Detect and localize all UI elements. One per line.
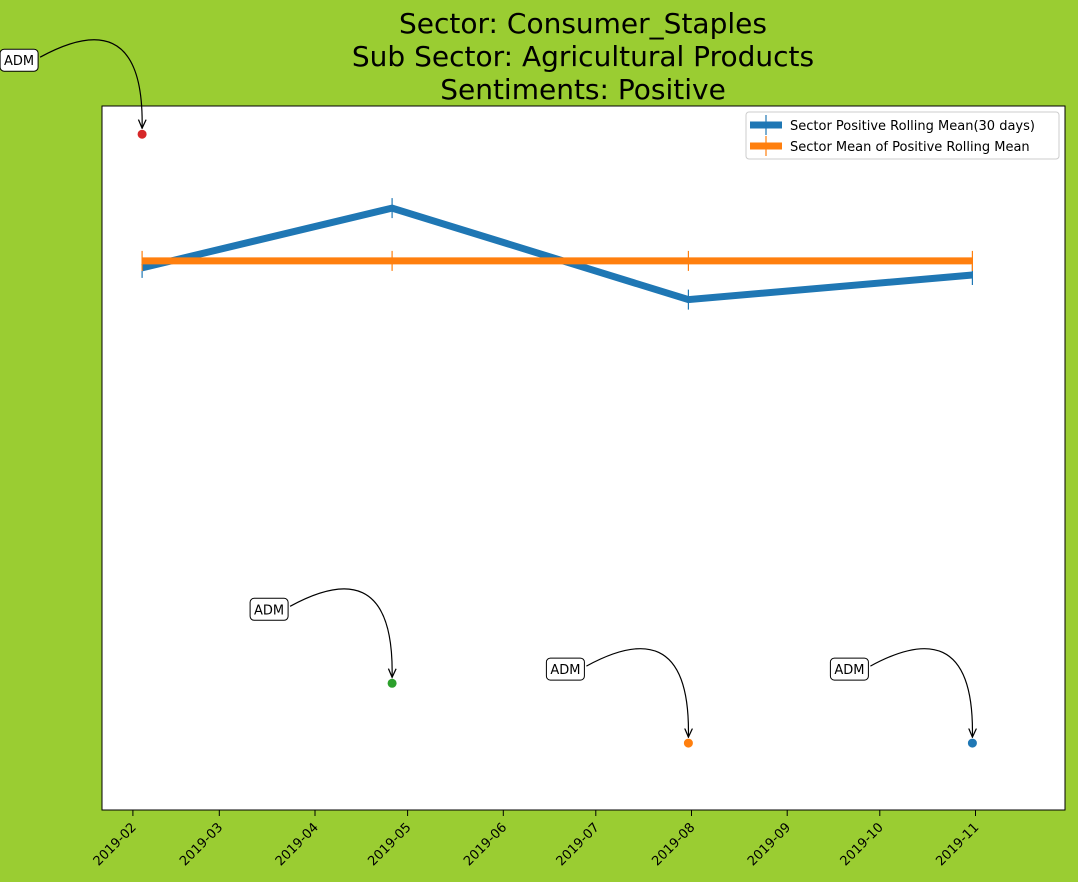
x-axis: 2019-02 2019-03 2019-04 2019-05 2019-06 2019-… bbox=[91, 810, 982, 869]
x-tick-label: 2019-08 bbox=[649, 820, 698, 869]
annotations-group: ADM ADM ADM ADM bbox=[0, 39, 972, 737]
title-line-1: Sector: Consumer_Staples bbox=[399, 7, 767, 40]
annotation-arrow bbox=[870, 648, 972, 737]
series-line-1 bbox=[141, 204, 973, 304]
annotation: ADM bbox=[545, 648, 688, 737]
annotation-box bbox=[0, 48, 39, 72]
data-point bbox=[683, 738, 693, 748]
x-tick-label: 2019-11 bbox=[933, 820, 982, 869]
annotation-arrow bbox=[39, 39, 142, 128]
legend-entry-label: Sector Positive Rolling Mean(30 days) bbox=[790, 119, 1035, 134]
annotation-label: ADM bbox=[254, 603, 284, 618]
x-tick-label: 2019-06 bbox=[461, 820, 510, 869]
annotation-arrow bbox=[289, 588, 392, 677]
x-tick-label: 2019-07 bbox=[554, 820, 603, 869]
annotation-arrow bbox=[586, 648, 688, 737]
annotation-label: ADM bbox=[550, 663, 580, 678]
annotation-box bbox=[829, 657, 869, 681]
annotation-box bbox=[249, 597, 289, 621]
series-group bbox=[141, 198, 974, 310]
annotation: ADM bbox=[0, 39, 142, 128]
title-line-3: Sentiments: Positive bbox=[440, 73, 726, 106]
x-tick-label: 2019-04 bbox=[273, 820, 322, 869]
annotation-label: ADM bbox=[834, 663, 864, 678]
plot-area bbox=[101, 105, 1066, 811]
title-line-2: Sub Sector: Agricultural Products bbox=[352, 40, 814, 73]
x-tick-label: 2019-09 bbox=[745, 820, 794, 869]
annotation: ADM bbox=[249, 588, 392, 677]
legend-box bbox=[745, 111, 1060, 160]
x-tick-label: 2019-03 bbox=[177, 820, 226, 869]
x-tick-label: 2019-10 bbox=[838, 820, 887, 869]
legend: Sector Positive Rolling Mean(30 days) Sec… bbox=[745, 111, 1060, 160]
points-group bbox=[137, 129, 977, 748]
x-tick-label: 2019-05 bbox=[365, 820, 414, 869]
annotation-box bbox=[545, 657, 585, 681]
data-point bbox=[137, 129, 147, 139]
annotation: ADM bbox=[829, 648, 972, 737]
legend-entry-label: Sector Mean of Positive Rolling Mean bbox=[790, 140, 1030, 155]
annotation-label: ADM bbox=[4, 54, 34, 69]
x-tick-label: 2019-02 bbox=[91, 820, 140, 869]
data-point bbox=[967, 738, 977, 748]
data-point bbox=[387, 678, 397, 688]
